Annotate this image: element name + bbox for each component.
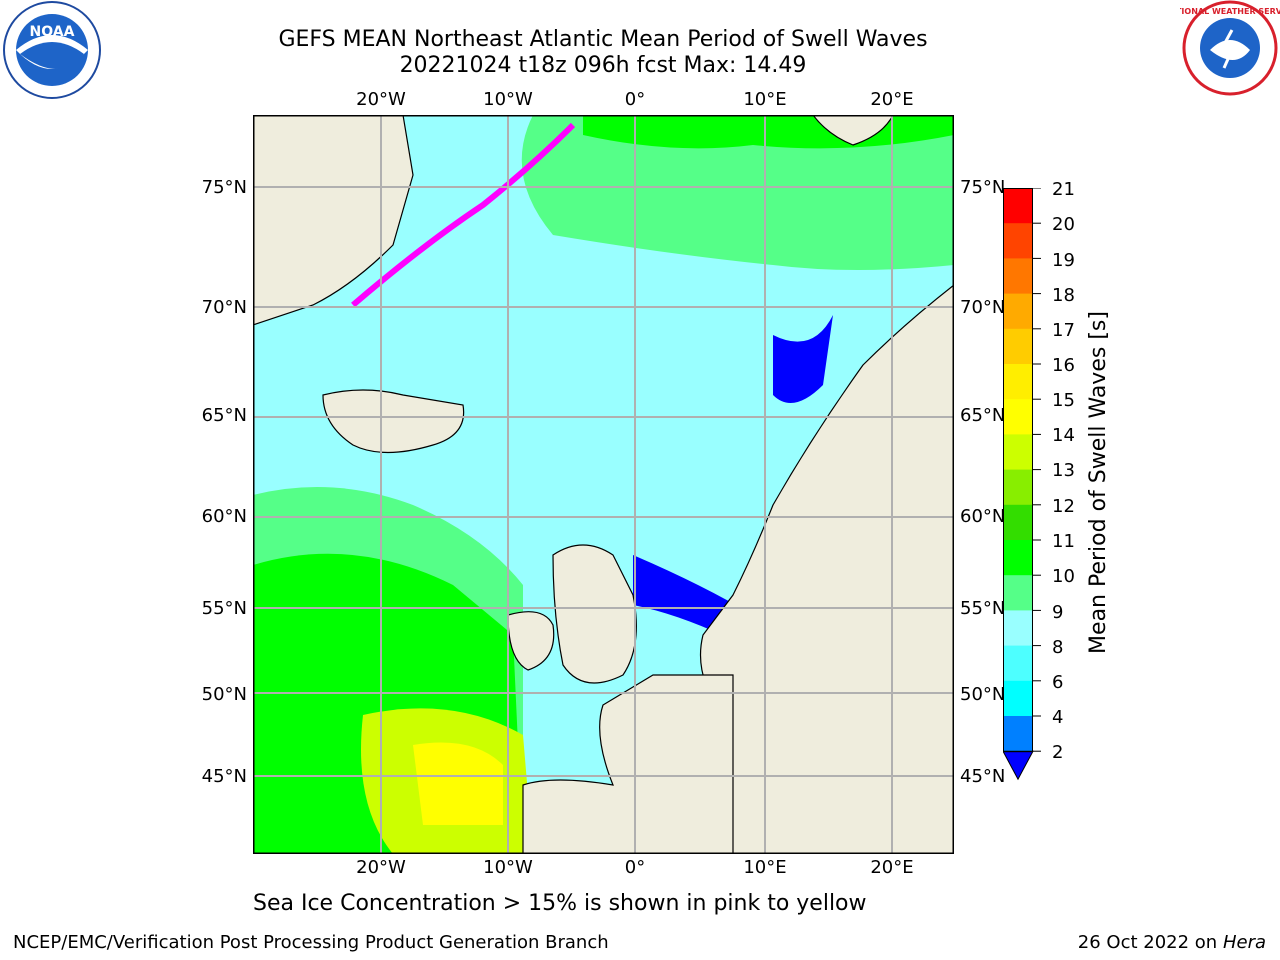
colorbar-tick-14: 14 (1052, 425, 1075, 446)
sea-ice-edge (351, 122, 576, 308)
lon-label-bottom-0: 0° (624, 857, 646, 878)
colorbar-segment (1003, 434, 1033, 471)
svg-text:NATIONAL WEATHER SERVICE: NATIONAL WEATHER SERVICE (1180, 7, 1280, 16)
lat-label-left-45n: 45°N (201, 766, 247, 787)
colorbar-segment (1003, 258, 1033, 295)
colorbar (1002, 187, 1053, 792)
lon-label-top-10e: 10°E (743, 89, 787, 110)
colorbar-tick-2: 2 (1052, 742, 1064, 763)
lat-label-left-65n: 65°N (201, 405, 247, 426)
colorbar-segment (1003, 364, 1033, 400)
graticule (253, 115, 954, 854)
lat-label-right-45n: 45°N (960, 766, 1006, 787)
lon-label-bottom-20w: 20°W (356, 857, 406, 878)
colorbar-segment (1003, 399, 1033, 435)
nws-logo: NATIONAL WEATHER SERVICE (1164, 0, 1280, 104)
footer-host: Hera (1222, 932, 1266, 953)
colorbar-segment (1003, 328, 1033, 365)
colorbar-tick-12: 12 (1052, 496, 1075, 517)
svg-text:NOAA: NOAA (30, 24, 75, 40)
map-subtitle: 20221024 t18z 096h fcst Max: 14.49 (399, 53, 807, 78)
colorbar-tick-15: 15 (1052, 390, 1075, 411)
lat-label-right-65n: 65°N (960, 405, 1006, 426)
lat-label-right-50n: 50°N (960, 684, 1006, 705)
footer-credit: NCEP/EMC/Verification Post Processing Pr… (13, 932, 609, 953)
lon-label-top-0: 0° (624, 89, 646, 110)
colorbar-tick-20: 20 (1052, 214, 1075, 235)
colorbar-segment (1003, 469, 1033, 506)
colorbar-tick-19: 19 (1052, 250, 1075, 271)
lat-label-right-55n: 55°N (960, 598, 1006, 619)
colorbar-segment (1003, 223, 1033, 259)
lon-label-bottom-20e: 20°E (870, 857, 914, 878)
colorbar-segment (1003, 680, 1033, 717)
lat-label-left-55n: 55°N (201, 598, 247, 619)
lon-label-bottom-10e: 10°E (743, 857, 787, 878)
land-iberia-france (522, 674, 734, 854)
swell-zone-north-strong (583, 115, 954, 149)
colorbar-segment (1003, 504, 1033, 541)
swell-zone-norway-coast (773, 315, 833, 403)
colorbar-extend-arrow (1002, 750, 1034, 781)
colorbar-segment (1003, 610, 1033, 647)
colorbar-segment (1003, 645, 1033, 682)
lat-label-left-70n: 70°N (201, 297, 247, 318)
land-scandinavia (700, 284, 954, 854)
lon-label-top-10w: 10°W (483, 89, 533, 110)
lat-label-left-60n: 60°N (201, 506, 247, 527)
colorbar-tick-4: 4 (1052, 707, 1064, 728)
lon-label-top-20e: 20°E (870, 89, 914, 110)
lat-label-right-75n: 75°N (960, 177, 1006, 198)
colorbar-frame (1003, 188, 1033, 753)
lat-label-right-70n: 70°N (960, 297, 1006, 318)
colorbar-tick-6: 6 (1052, 672, 1064, 693)
colorbar-tick-10: 10 (1052, 566, 1075, 587)
colorbar-segment (1003, 575, 1033, 611)
colorbar-tick-17: 17 (1052, 320, 1075, 341)
lat-label-left-50n: 50°N (201, 684, 247, 705)
swell-zone-iberia-peak (413, 742, 503, 825)
colorbar-tick-21: 21 (1052, 179, 1075, 200)
colorbar-tick-16: 16 (1052, 355, 1075, 376)
land-britain (552, 544, 637, 684)
colorbar-tick-18: 18 (1052, 285, 1075, 306)
colorbar-segment (1003, 540, 1033, 576)
colorbar-tick-11: 11 (1052, 531, 1075, 552)
colorbar-tick-13: 13 (1052, 460, 1075, 481)
footer-date: 26 Oct 2022 on Hera (1078, 932, 1266, 953)
map-panel (253, 115, 954, 858)
colorbar-title: Mean Period of Swell Waves [s] (1085, 311, 1111, 654)
land-greenland (253, 115, 414, 326)
colorbar-segment (1003, 188, 1033, 224)
noaa-logo: NOAA (0, 0, 104, 108)
colorbar-tick-9: 9 (1052, 602, 1064, 623)
lon-label-bottom-10w: 10°W (483, 857, 533, 878)
lon-label-top-20w: 20°W (356, 89, 406, 110)
lat-label-right-60n: 60°N (960, 506, 1006, 527)
map-title: GEFS MEAN Northeast Atlantic Mean Period… (278, 27, 928, 52)
land-svalbard (812, 115, 894, 146)
colorbar-tick-8: 8 (1052, 637, 1064, 658)
colorbar-segment (1003, 293, 1033, 330)
sea-ice-caption: Sea Ice Concentration > 15% is shown in … (253, 891, 867, 916)
swell-zone-north (521, 115, 954, 270)
lat-label-left-75n: 75°N (201, 177, 247, 198)
land-iceland (322, 389, 465, 454)
land-ireland (507, 611, 555, 671)
colorbar-segment (1003, 716, 1033, 752)
footer-date-text: 26 Oct 2022 on (1077, 932, 1223, 953)
